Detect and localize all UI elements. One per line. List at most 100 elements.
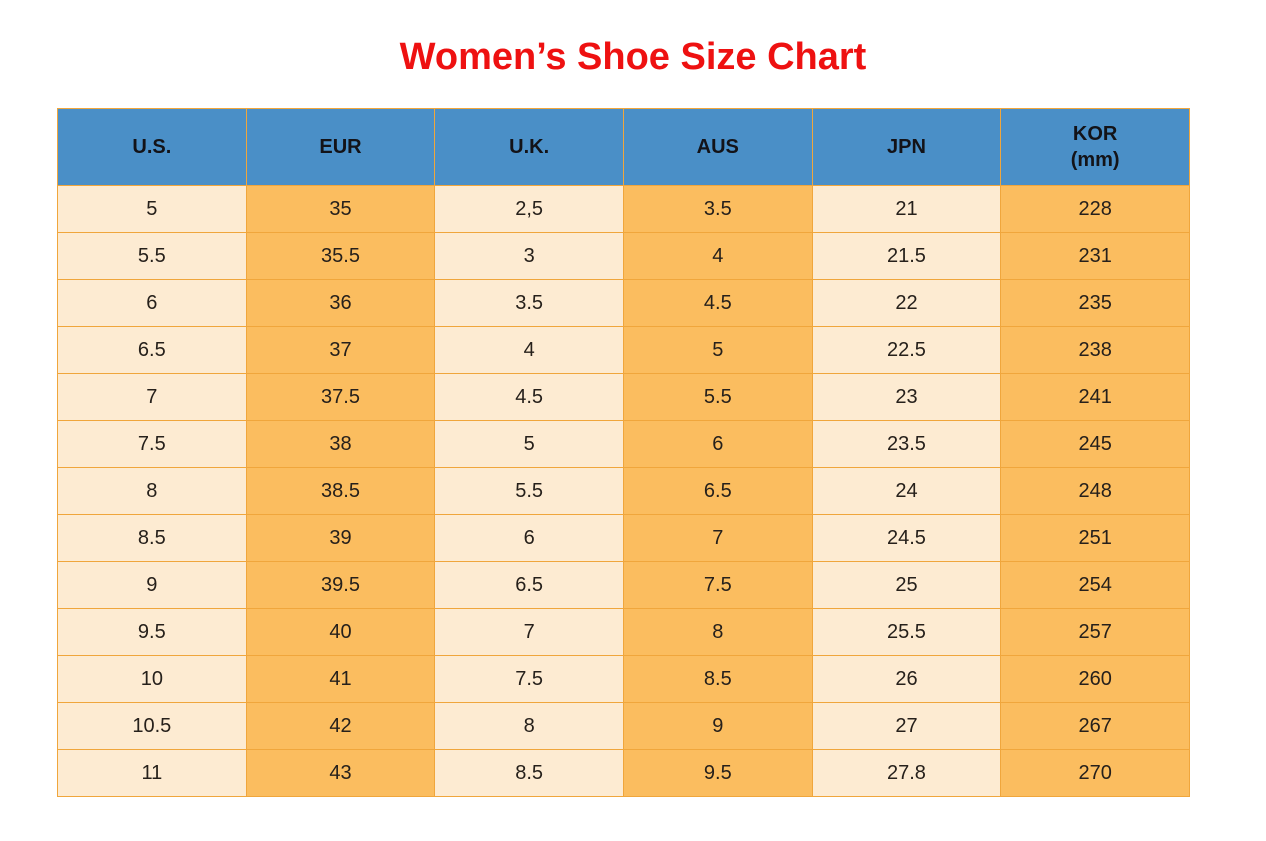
column-header-label: AUS [696,136,739,158]
table-cell: 254 [1000,561,1190,609]
table-cell: 6.5 [57,326,247,374]
table-row: 5 35 2,5 3.5 21 228 [57,185,1190,233]
column-header-label: U.S. [132,136,172,158]
table-row: 10 41 7.5 8.5 26 260 [57,655,1190,703]
table-cell: 3.5 [434,279,624,327]
table-cell: 9 [57,561,247,609]
table-cell: 5.5 [57,232,247,280]
table-cell: 6.5 [622,467,813,515]
table-cell: 23.5 [811,420,1002,468]
table-cell: 9.5 [57,608,247,656]
table-row: 10.5 42 8 9 27 267 [57,702,1190,750]
table-cell: 251 [1000,514,1190,562]
table-row: 7.5 38 5 6 23.5 245 [57,420,1190,468]
table-cell: 2,5 [434,185,624,233]
table-cell: 9 [622,702,813,750]
column-header-u-k: U.K. [434,108,624,186]
table-cell: 7 [57,373,247,421]
table-cell: 39 [245,514,436,562]
table-cell: 9.5 [622,749,813,797]
table-cell: 25.5 [811,608,1002,656]
table-cell: 8 [57,467,247,515]
table-row: 6.5 37 4 5 22.5 238 [57,326,1190,374]
table-cell: 8.5 [434,749,624,797]
table-cell: 10 [57,655,247,703]
table-cell: 35 [245,185,436,233]
table-cell: 245 [1000,420,1190,468]
table-cell: 8 [622,608,813,656]
table-cell: 257 [1000,608,1190,656]
table-cell: 6 [57,279,247,327]
column-header-label: U.K. [509,136,550,158]
table-cell: 38 [245,420,436,468]
table-cell: 3.5 [622,185,813,233]
table-header-row: U.S. EUR U.K. AUS JPN KOR (mm) [57,108,1190,186]
table-cell: 4.5 [434,373,624,421]
table-row: 7 37.5 4.5 5.5 23 241 [57,373,1190,421]
shoe-size-table: U.S. EUR U.K. AUS JPN KOR (mm) 5 35 2,5 3.5 21 228 5… [57,108,1190,797]
table-row: 5.5 35.5 3 4 21.5 231 [57,232,1190,280]
table-cell: 22 [811,279,1002,327]
table-cell: 235 [1000,279,1190,327]
column-header-label: JPN [887,136,926,158]
table-cell: 26 [811,655,1002,703]
table-cell: 42 [245,702,436,750]
table-cell: 5.5 [434,467,624,515]
table-row: 8.5 39 6 7 24.5 251 [57,514,1190,562]
table-cell: 6.5 [434,561,624,609]
table-cell: 21 [811,185,1002,233]
column-header-jpn: JPN [811,108,1002,186]
table-cell: 4 [434,326,624,374]
table-cell: 10.5 [57,702,247,750]
table-cell: 270 [1000,749,1190,797]
column-header-kor-mm: KOR (mm) [1000,108,1190,186]
table-cell: 24 [811,467,1002,515]
column-header-label: EUR [319,136,362,158]
table-cell: 267 [1000,702,1190,750]
table-cell: 40 [245,608,436,656]
table-cell: 8 [434,702,624,750]
table-cell: 260 [1000,655,1190,703]
table-cell: 7.5 [57,420,247,468]
table-row: 8 38.5 5.5 6.5 24 248 [57,467,1190,515]
table-cell: 3 [434,232,624,280]
table-cell: 23 [811,373,1002,421]
table-cell: 7.5 [434,655,624,703]
table-header: U.S. EUR U.K. AUS JPN KOR (mm) [57,108,1190,186]
table-cell: 228 [1000,185,1190,233]
table-cell: 27.8 [811,749,1002,797]
table-row: 11 43 8.5 9.5 27.8 270 [57,749,1190,797]
table-cell: 238 [1000,326,1190,374]
table-cell: 22.5 [811,326,1002,374]
column-header-label: KOR [1072,123,1118,145]
table-cell: 27 [811,702,1002,750]
table-cell: 248 [1000,467,1190,515]
table-cell: 35.5 [245,232,436,280]
table-cell: 5 [434,420,624,468]
table-cell: 6 [622,420,813,468]
table-cell: 5 [57,185,247,233]
table-cell: 41 [245,655,436,703]
table-cell: 4 [622,232,813,280]
table-cell: 231 [1000,232,1190,280]
table-cell: 5.5 [622,373,813,421]
table-cell: 6 [434,514,624,562]
table-body: 5 35 2,5 3.5 21 228 5.5 35.5 3 4 21.5 231 6 36 3.5 4.5 2… [57,185,1190,797]
table-cell: 7.5 [622,561,813,609]
table-cell: 37 [245,326,436,374]
table-cell: 38.5 [245,467,436,515]
table-cell: 39.5 [245,561,436,609]
table-cell: 8.5 [57,514,247,562]
column-header-eur: EUR [245,108,436,186]
table-cell: 241 [1000,373,1190,421]
column-header-aus: AUS [622,108,813,186]
table-cell: 24.5 [811,514,1002,562]
page-title: Women’s Shoe Size Chart [399,36,867,78]
table-cell: 36 [245,279,436,327]
table-cell: 43 [245,749,436,797]
table-cell: 37.5 [245,373,436,421]
table-cell: 21.5 [811,232,1002,280]
table-row: 6 36 3.5 4.5 22 235 [57,279,1190,327]
table-cell: 5 [622,326,813,374]
